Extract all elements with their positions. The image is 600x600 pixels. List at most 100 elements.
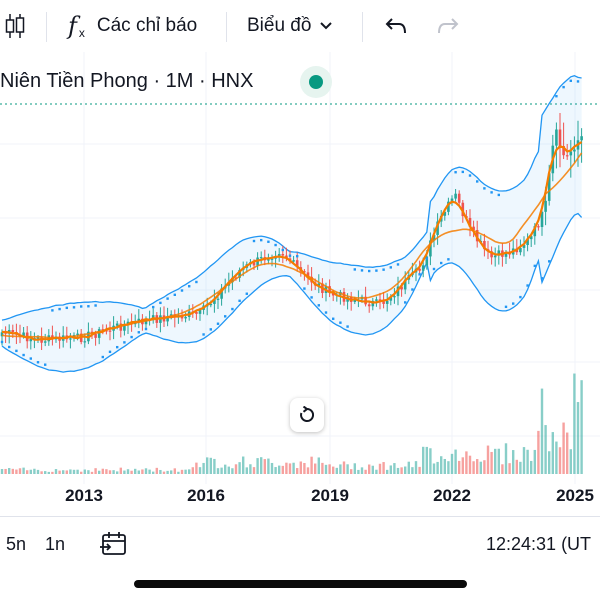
volume-bar xyxy=(206,457,209,474)
volume-bar xyxy=(440,456,443,474)
redo-button[interactable] xyxy=(436,0,460,52)
sar-dot xyxy=(51,309,54,312)
undo-button[interactable] xyxy=(384,0,408,52)
volume-bar xyxy=(65,470,68,474)
redo-icon xyxy=(438,18,459,34)
market-status-icon[interactable] xyxy=(300,66,332,98)
volume-bar xyxy=(105,469,108,474)
candle-body xyxy=(526,239,529,245)
candle-body xyxy=(213,299,216,304)
sar-dot xyxy=(72,306,76,309)
sar-dot xyxy=(274,243,277,247)
sar-dot xyxy=(260,238,263,242)
volume-bar xyxy=(144,468,148,474)
candle-body xyxy=(429,240,432,257)
range-1y-button[interactable]: 1n xyxy=(45,533,66,554)
volume-bar xyxy=(486,445,490,474)
volume-bar xyxy=(26,470,29,474)
volume-bar xyxy=(360,467,364,474)
volume-bar xyxy=(321,462,324,474)
volume-bar xyxy=(152,471,155,474)
volume-bar xyxy=(170,470,173,474)
candle-body xyxy=(562,146,565,156)
volume-bar xyxy=(346,464,349,474)
volume-bar xyxy=(234,464,238,474)
volume-bar xyxy=(177,471,180,474)
volume-bar xyxy=(364,469,367,474)
volume-bar xyxy=(443,458,446,474)
volume-bar xyxy=(260,457,263,474)
candles-icon[interactable] xyxy=(4,0,26,52)
candle-body xyxy=(277,254,281,257)
volume-bar xyxy=(317,457,320,474)
volume-bar xyxy=(324,464,328,474)
sar-dot xyxy=(281,248,284,252)
function-icon: f xyxy=(68,12,77,40)
volume-bar xyxy=(386,469,389,474)
reset-chart-button[interactable] xyxy=(290,398,324,432)
clock-timezone-button[interactable]: 12:24:31 (UT xyxy=(486,533,592,554)
sar-dot xyxy=(339,321,342,324)
volume-bar xyxy=(202,462,205,474)
volume-bar xyxy=(126,469,130,474)
volume-bar xyxy=(148,469,151,474)
candle-body xyxy=(493,255,497,258)
moving-average-fast xyxy=(2,141,583,341)
sar-dot xyxy=(209,328,212,331)
symbol-legend-title[interactable]: Niên Tiền Phong · 1M · HNX xyxy=(0,70,254,92)
volume-bar xyxy=(231,468,234,474)
reset-icon xyxy=(300,406,315,422)
sar-dot xyxy=(94,304,97,307)
sar-dot xyxy=(296,254,299,258)
volume-bar xyxy=(522,447,526,474)
volume-bar xyxy=(173,468,176,474)
volume-bar xyxy=(396,467,400,474)
volume-bar xyxy=(134,468,137,474)
candle-body xyxy=(385,300,389,304)
x-axis-tick: 2025 xyxy=(556,486,594,505)
candle-body xyxy=(367,304,371,307)
volume-bar xyxy=(450,453,454,474)
bollinger-upper-band xyxy=(1,75,582,321)
volume-bar xyxy=(180,469,184,474)
sar-dot xyxy=(58,307,61,311)
indicators-button[interactable]: f x Các chỉ báo xyxy=(68,0,197,52)
price-chart[interactable] xyxy=(0,52,600,484)
x-axis-tick: 2016 xyxy=(187,486,225,505)
volume-bar xyxy=(8,468,11,474)
volume-bar xyxy=(461,457,464,474)
sar-dot xyxy=(526,284,529,287)
volume-bar xyxy=(36,469,40,474)
chart-type-dropdown[interactable]: Biểu đồ xyxy=(247,0,333,52)
candle-body xyxy=(166,316,169,322)
volume-bar xyxy=(101,468,104,474)
date-range-button[interactable] xyxy=(100,517,128,571)
range-5y-button[interactable]: 5n xyxy=(6,533,27,554)
volume-bar xyxy=(87,470,90,474)
volume-bar xyxy=(267,458,270,474)
sar-dot xyxy=(144,327,148,331)
volume-bar xyxy=(263,459,266,474)
sar-dot xyxy=(483,187,486,190)
volume-bar xyxy=(357,469,360,474)
volume-bar xyxy=(490,451,493,474)
volume-bar xyxy=(332,466,335,474)
candle-body xyxy=(43,341,47,343)
volume-bar xyxy=(530,460,533,474)
volume-bar xyxy=(4,468,7,474)
candle-body xyxy=(331,292,335,296)
volume-bar xyxy=(137,470,140,474)
volume-bar xyxy=(548,451,551,474)
candle-body xyxy=(83,341,87,343)
toolbar-divider xyxy=(46,12,47,42)
x-axis-tick: 2013 xyxy=(65,486,103,505)
volume-bar xyxy=(569,449,572,474)
candle-body xyxy=(101,329,105,331)
sar-dot xyxy=(490,191,493,194)
candle-body xyxy=(432,234,436,241)
sar-dot xyxy=(22,353,25,357)
sar-dot xyxy=(454,171,457,174)
candle-body xyxy=(29,339,33,342)
sar-dot xyxy=(202,333,205,336)
volume-bar xyxy=(90,471,94,474)
